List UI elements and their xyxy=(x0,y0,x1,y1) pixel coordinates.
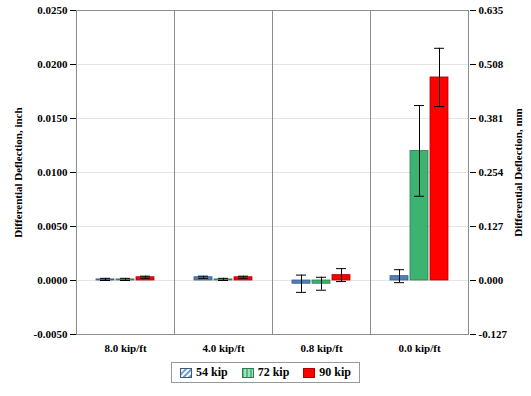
svg-text:0.8 kip/ft: 0.8 kip/ft xyxy=(300,342,343,354)
svg-text:0.635: 0.635 xyxy=(479,4,504,16)
svg-text:0.0100: 0.0100 xyxy=(37,166,68,178)
svg-text:-0.0050: -0.0050 xyxy=(34,328,68,340)
svg-text:0.127: 0.127 xyxy=(479,220,504,232)
svg-text:0.0000: 0.0000 xyxy=(37,274,68,286)
html-text:72 kip: 72 kip xyxy=(257,365,290,379)
html-text:90 kip: 90 kip xyxy=(319,365,351,379)
svg-text:0.0 kip/ft: 0.0 kip/ft xyxy=(398,342,441,354)
svg-text:Differential Deflection, inch: Differential Deflection, inch xyxy=(12,107,24,237)
svg-text:0.0250: 0.0250 xyxy=(37,4,68,16)
svg-text:0.0150: 0.0150 xyxy=(37,112,68,124)
svg-text:0.381: 0.381 xyxy=(479,112,504,124)
svg-text:0.0050: 0.0050 xyxy=(37,220,68,232)
svg-text:0.000: 0.000 xyxy=(479,274,504,286)
svg-text:Differential Deflection, mm: Differential Deflection, mm xyxy=(512,108,524,236)
svg-text:0.254: 0.254 xyxy=(479,166,504,178)
html-text:54 kip: 54 kip xyxy=(196,365,228,379)
svg-text:4.0 kip/ft: 4.0 kip/ft xyxy=(202,342,245,354)
svg-text:8.0 kip/ft: 8.0 kip/ft xyxy=(104,342,147,354)
svg-text:-0.127: -0.127 xyxy=(479,328,508,340)
svg-text:0.0200: 0.0200 xyxy=(37,58,68,70)
svg-text:0.508: 0.508 xyxy=(479,58,504,70)
